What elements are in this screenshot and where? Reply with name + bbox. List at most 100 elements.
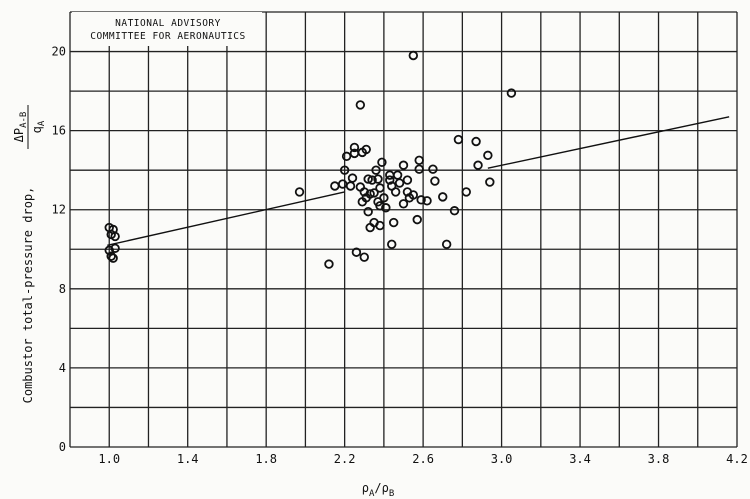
x-tick-label: 3.8 — [648, 452, 670, 466]
data-point — [422, 196, 432, 206]
data-point — [359, 252, 369, 262]
data-point — [485, 177, 495, 187]
data-point — [371, 165, 381, 175]
org-label-line-2: COMMITTEE FOR AERONAUTICS — [90, 31, 246, 42]
grid — [69, 11, 738, 448]
data-point — [110, 231, 120, 242]
data-point — [324, 259, 334, 269]
data-point — [387, 239, 397, 250]
fit-line-group — [107, 116, 730, 247]
data-point — [375, 220, 385, 231]
data-point — [110, 243, 120, 253]
x-axis-title-sep: / — [374, 481, 381, 495]
data-point — [412, 214, 422, 225]
y-axis-denominator: qA — [30, 120, 47, 133]
data-point — [430, 176, 440, 186]
org-label-line-1: NATIONAL ADVISORY — [115, 18, 221, 29]
data-point — [428, 164, 438, 174]
x-tick-label: 4.2 — [726, 452, 748, 466]
data-point — [438, 192, 448, 202]
data-point — [441, 239, 452, 250]
data-point — [377, 157, 387, 167]
data-point — [363, 207, 373, 217]
x-axis-title-sub1: A — [369, 489, 375, 499]
y-tick-labels: 0 4 8 12 16 20 — [52, 45, 66, 454]
data-point — [351, 247, 362, 257]
y-axis-numerator: ΔPA-B — [12, 112, 29, 143]
y-axis-numerator-base: ΔP — [12, 128, 26, 142]
data-point — [339, 165, 350, 175]
data-point — [379, 193, 389, 203]
data-point — [345, 181, 356, 191]
data-point — [385, 170, 395, 180]
y-axis-numerator-sub: A-B — [19, 112, 29, 128]
data-point — [449, 206, 460, 216]
data-point — [108, 253, 118, 263]
data-point — [365, 189, 375, 199]
data-point — [294, 187, 305, 197]
x-tick-label: 2.2 — [334, 452, 356, 466]
data-point — [330, 181, 340, 191]
data-point — [402, 175, 413, 185]
org-label-background — [72, 12, 262, 46]
x-axis-title-base2: ρ — [382, 481, 389, 495]
x-tick-labels: 1.0 1.4 1.8 2.2 2.6 3.0 3.4 3.8 4.2 — [98, 452, 747, 466]
x-tick-label: 3.4 — [569, 452, 591, 466]
data-point — [414, 155, 424, 165]
y-axis-denominator-base: q — [30, 126, 44, 133]
data-point — [461, 187, 471, 197]
data-point — [367, 175, 377, 185]
data-point — [408, 190, 419, 200]
y-tick-label: 4 — [59, 361, 66, 375]
data-point — [375, 183, 385, 193]
data-point — [392, 170, 403, 180]
y-tick-label: 8 — [59, 282, 66, 296]
data-point — [355, 100, 366, 110]
data-point — [416, 195, 426, 205]
data-point — [106, 251, 116, 261]
data-point — [104, 245, 114, 255]
x-axis-title: ρA/ρB — [362, 481, 395, 499]
data-point — [341, 151, 352, 162]
data-point — [363, 174, 373, 184]
x-tick-label: 1.0 — [98, 452, 120, 466]
x-axis-title-sub2: B — [389, 489, 394, 499]
data-point — [381, 203, 391, 213]
data-point — [398, 160, 409, 170]
x-tick-label: 3.0 — [491, 452, 513, 466]
y-tick-label: 12 — [52, 203, 66, 217]
data-points — [104, 50, 517, 269]
data-point — [394, 178, 405, 188]
data-point — [375, 201, 385, 211]
org-label: NATIONAL ADVISORY COMMITTEE FOR AERONAUT… — [72, 12, 262, 46]
y-tick-label: 20 — [52, 45, 66, 59]
data-point — [359, 187, 369, 197]
data-point — [388, 217, 399, 228]
data-point — [390, 187, 401, 197]
data-point — [414, 164, 424, 174]
data-point — [369, 188, 379, 198]
data-point — [361, 144, 371, 155]
y-tick-label: 0 — [59, 440, 66, 454]
data-point — [385, 175, 395, 185]
fit-line-segment — [487, 116, 730, 169]
x-tick-label: 1.4 — [177, 452, 199, 466]
y-tick-label: 16 — [52, 124, 66, 138]
data-point — [337, 179, 348, 189]
data-point — [483, 150, 493, 161]
data-point — [506, 88, 517, 98]
data-point — [453, 134, 464, 145]
x-axis-title-base1: ρ — [362, 481, 369, 495]
data-point — [398, 199, 409, 209]
y-axis-title-text: Combustor total-pressure drop, — [21, 187, 35, 404]
y-axis-title: Combustor total-pressure drop, ΔPA-B qA — [12, 105, 47, 403]
x-tick-label: 2.6 — [412, 452, 434, 466]
data-point — [408, 50, 419, 61]
data-point — [473, 160, 483, 170]
data-point — [373, 174, 383, 184]
data-point — [347, 173, 358, 183]
data-point — [471, 136, 481, 147]
x-tick-label: 1.8 — [255, 452, 277, 466]
